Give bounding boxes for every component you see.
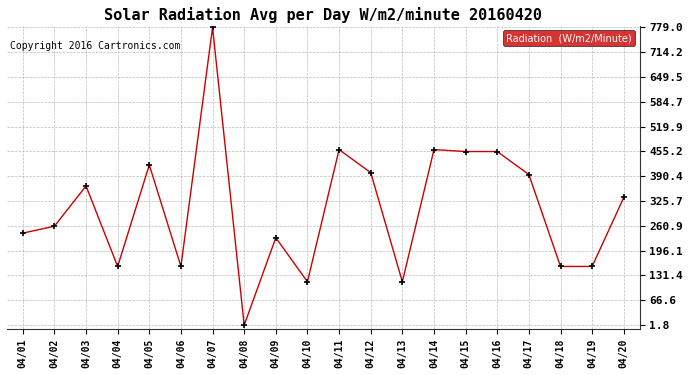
Title: Solar Radiation Avg per Day W/m2/minute 20160420: Solar Radiation Avg per Day W/m2/minute … [104, 7, 542, 23]
Text: Copyright 2016 Cartronics.com: Copyright 2016 Cartronics.com [10, 40, 181, 51]
Legend: Radiation  (W/m2/Minute): Radiation (W/m2/Minute) [503, 30, 635, 46]
